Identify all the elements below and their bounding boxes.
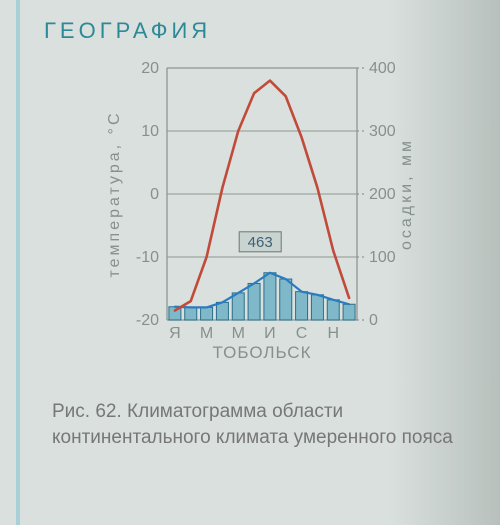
svg-text:200: 200	[369, 186, 396, 203]
svg-text:463: 463	[248, 234, 273, 251]
svg-text:0: 0	[150, 186, 159, 203]
climatogram-figure: 463-20-10010200100200300400ЯММИСНТОБОЛЬС…	[79, 50, 439, 385]
svg-text:300: 300	[369, 123, 396, 140]
svg-text:0: 0	[369, 312, 378, 329]
svg-text:температура, °С: температура, °С	[106, 110, 123, 277]
page-root: ГЕОГРАФИЯ 463-20-10010200100200300400ЯММ…	[0, 0, 500, 525]
figure-caption: Рис. 62. Климатограмма области континент…	[44, 399, 474, 450]
svg-text:100: 100	[369, 249, 396, 266]
svg-text:ТОБОЛЬСК: ТОБОЛЬСК	[213, 343, 312, 362]
svg-text:М: М	[232, 325, 245, 342]
section-header: ГЕОГРАФИЯ	[44, 18, 474, 44]
left-accent-bar	[16, 0, 20, 525]
svg-text:Н: Н	[327, 325, 339, 342]
svg-text:С: С	[296, 325, 308, 342]
climatogram-svg: 463-20-10010200100200300400ЯММИСНТОБОЛЬС…	[79, 50, 439, 380]
svg-text:М: М	[200, 325, 213, 342]
svg-text:Я: Я	[169, 325, 181, 342]
svg-text:И: И	[264, 325, 276, 342]
svg-text:10: 10	[141, 123, 159, 140]
svg-text:20: 20	[141, 60, 159, 77]
svg-text:-20: -20	[136, 312, 159, 329]
svg-text:-10: -10	[136, 249, 159, 266]
svg-text:осадки, мм: осадки, мм	[398, 138, 415, 250]
svg-text:400: 400	[369, 60, 396, 77]
